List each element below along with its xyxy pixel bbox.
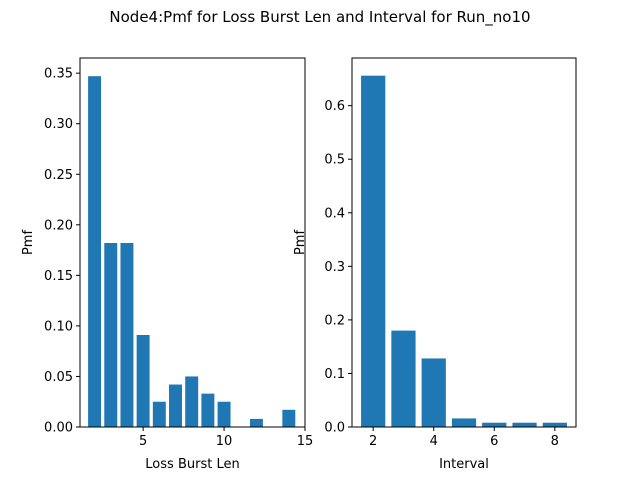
left-ticks: 5 10 15 0.00 0.05 0.10 0.15 0.20 0.25 0.30 0.35: [44, 67, 313, 449]
right-bar: [482, 422, 507, 427]
left-bar: [185, 376, 199, 427]
right-y-tick-label: 0.6: [324, 99, 345, 114]
left-bar: [249, 418, 263, 427]
right-ticks: 2 4 6 8 0.0 0.1 0.2 0.3 0.4 0.5 0.6: [324, 99, 559, 449]
left-y-tick-label: 0.20: [44, 218, 73, 233]
left-x-axis-label: Loss Burst Len: [145, 457, 239, 472]
left-axes-frame: [79, 57, 306, 428]
right-y-tick-label: 0.2: [324, 313, 345, 328]
right-x-axis-label: Interval: [439, 457, 489, 472]
right-y-tick-label: 0.5: [324, 153, 345, 168]
right-x-tick-label: 6: [490, 434, 498, 449]
left-bar: [217, 401, 231, 427]
right-y-axis-label: Pmf: [293, 230, 308, 256]
left-x-tick-label: 10: [216, 434, 233, 449]
left-bar: [88, 76, 102, 427]
left-y-tick-label: 0.15: [44, 269, 73, 284]
left-subplot: 5 10 15 0.00 0.05 0.10 0.15 0.20 0.25 0.30 0.35 Lo…: [21, 57, 313, 472]
right-bar: [391, 330, 416, 427]
right-bar: [451, 418, 477, 427]
left-x-tick-label: 5: [139, 434, 147, 449]
left-y-tick-label: 0.35: [44, 67, 73, 82]
right-y-tick-label: 0.0: [324, 421, 345, 436]
left-bar: [152, 401, 166, 427]
left-bar: [104, 243, 118, 427]
right-bars: [361, 75, 567, 428]
left-y-axis-label: Pmf: [21, 230, 36, 256]
left-x-tick-label: 15: [297, 434, 314, 449]
right-x-tick-label: 8: [551, 434, 559, 449]
right-bar: [542, 422, 567, 427]
left-bars: [88, 76, 296, 427]
right-x-tick-label: 4: [430, 434, 438, 449]
left-bar: [120, 243, 134, 427]
figure-title: Node4:Pmf for Loss Burst Len and Interva…: [109, 8, 530, 27]
left-y-tick-label: 0.00: [44, 421, 73, 436]
left-bar: [136, 335, 150, 427]
left-y-tick-label: 0.25: [44, 168, 73, 183]
left-y-tick-label: 0.05: [44, 370, 73, 385]
left-bar: [282, 409, 296, 427]
right-axes-frame: [351, 57, 577, 428]
right-y-tick-label: 0.4: [324, 206, 345, 221]
right-y-tick-label: 0.3: [324, 260, 345, 275]
right-bar: [512, 422, 537, 427]
right-bar: [421, 358, 446, 427]
left-bar: [169, 384, 182, 427]
right-bar: [361, 75, 386, 428]
right-x-tick-label: 2: [369, 434, 377, 449]
left-y-tick-label: 0.30: [44, 117, 73, 132]
left-bar: [201, 393, 215, 427]
left-y-tick-label: 0.10: [44, 319, 73, 334]
right-subplot: 2 4 6 8 0.0 0.1 0.2 0.3 0.4 0.5 0.6 Interval Pmf: [293, 57, 577, 472]
right-y-tick-label: 0.1: [324, 367, 345, 382]
